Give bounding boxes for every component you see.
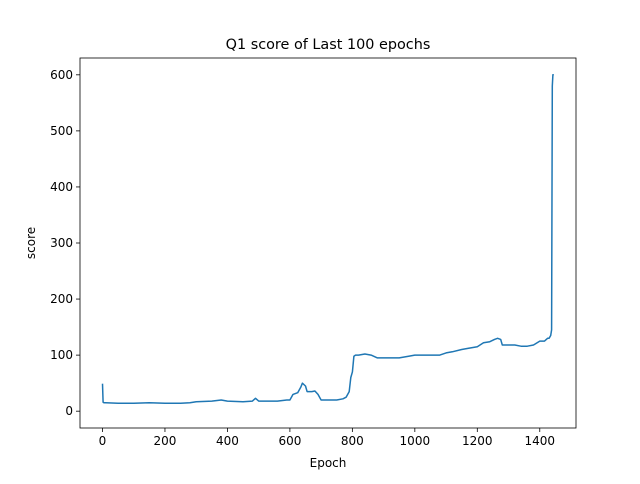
- x-tick-label: 600: [278, 434, 301, 448]
- y-tick-label: 100: [50, 348, 73, 362]
- x-tick-label: 1200: [462, 434, 493, 448]
- x-tick-label: 200: [154, 434, 177, 448]
- x-tick-label: 400: [216, 434, 239, 448]
- y-tick-label: 300: [50, 236, 73, 250]
- y-tick-label: 600: [50, 68, 73, 82]
- x-tick-label: 800: [341, 434, 364, 448]
- y-axis-label: score: [24, 227, 38, 259]
- x-axis-ticks: 0 200 400 600 800 1000 1200 1400: [99, 428, 555, 448]
- x-axis-label: Epoch: [310, 456, 347, 470]
- chart-title: Q1 score of Last 100 epochs: [226, 37, 431, 53]
- x-tick-label: 1000: [400, 434, 431, 448]
- series-group: [101, 74, 554, 405]
- y-axis-ticks: 0 100 200 300 400 500 600: [50, 68, 80, 418]
- y-tick-label: 400: [50, 180, 73, 194]
- x-tick-label: 1400: [524, 434, 555, 448]
- series-line-0: [101, 74, 554, 405]
- y-tick-label: 0: [65, 404, 73, 418]
- y-tick-label: 500: [50, 124, 73, 138]
- y-tick-label: 200: [50, 292, 73, 306]
- x-tick-label: 0: [99, 434, 107, 448]
